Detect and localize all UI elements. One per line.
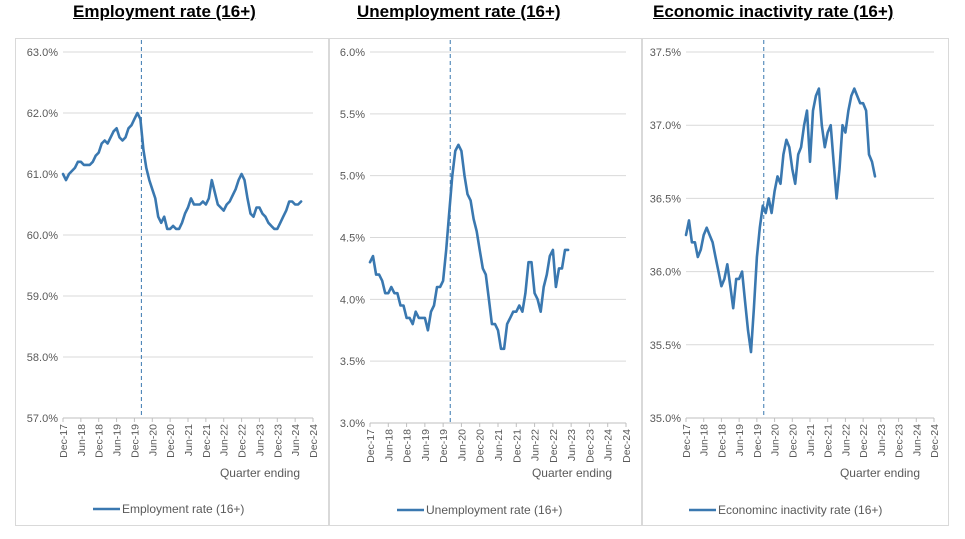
- y-tick-label: 36.0%: [650, 267, 681, 279]
- x-axis-title: Quarter ending: [840, 466, 920, 480]
- series-line: [368, 143, 570, 351]
- x-tick-label: Dec-22: [858, 424, 870, 458]
- x-tick-label: Dec-20: [787, 424, 799, 458]
- y-tick-label: 3.0%: [340, 418, 365, 430]
- x-tick-label: Jun-21: [805, 424, 817, 456]
- y-tick-label: 5.5%: [340, 109, 365, 121]
- x-tick-label: Dec-21: [201, 424, 213, 458]
- x-tick-label: Jun-20: [456, 429, 468, 461]
- y-tick-label: 61.0%: [27, 169, 58, 181]
- chart-panel-inactivity: [642, 38, 949, 526]
- y-tick-label: 63.0%: [27, 47, 58, 59]
- chart-title-employment: Employment rate (16+): [73, 2, 256, 21]
- x-tick-label: Jun-20: [770, 424, 782, 456]
- x-tick-label: Jun-21: [493, 429, 505, 461]
- x-tick-label: Dec-22: [237, 424, 249, 458]
- chart-employment: 57.0% 58.0% 59.0% 60.0% 61.0% 62.0% 63.0% Dec-1…: [27, 40, 320, 516]
- x-tick-label: Dec-24: [929, 424, 941, 458]
- chart-inactivity: 35.0% 35.5% 36.0% 36.5% 37.0% 37.5% Dec-17 Jun-…: [650, 40, 941, 517]
- y-tick-label: 59.0%: [27, 291, 58, 303]
- x-tick-label: Dec-23: [894, 424, 906, 458]
- chart-unemployment: 3.0% 3.5% 4.0% 4.5% 5.0% 5.5% 6.0% Dec-17 Jun-18…: [340, 40, 633, 517]
- x-tick-label: Dec-20: [475, 429, 487, 463]
- series-line: [61, 111, 303, 231]
- x-tick-label: Dec-18: [402, 429, 414, 463]
- x-tick-label: Jun-20: [147, 424, 159, 456]
- chart-panel-unemployment: [329, 38, 642, 526]
- x-tick-label: Jun-23: [876, 424, 888, 456]
- x-tick-label: Jun-22: [840, 424, 852, 456]
- x-tick-label: Dec-19: [129, 424, 141, 458]
- y-tick-label: 37.5%: [650, 47, 681, 59]
- y-tick-label: 3.5%: [340, 356, 365, 368]
- y-tick-label: 6.0%: [340, 47, 365, 59]
- chart-title-inactivity: Economic inactivity rate (16+): [653, 2, 894, 21]
- x-tick-label: Dec-21: [511, 429, 523, 463]
- y-tick-label: 57.0%: [27, 413, 58, 425]
- y-tick-label: 58.0%: [27, 352, 58, 364]
- y-tick-label: 5.0%: [340, 171, 365, 183]
- y-tick-label: 60.0%: [27, 230, 58, 242]
- y-tick-label: 37.0%: [650, 120, 681, 132]
- x-tick-label: Jun-23: [254, 424, 266, 456]
- x-tick-label: Jun-24: [290, 424, 302, 456]
- x-tick-label: Dec-17: [365, 429, 377, 463]
- x-tick-label: Dec-19: [752, 424, 764, 458]
- x-tick-label: Jun-18: [699, 424, 711, 456]
- legend-label: Employment rate (16+): [122, 502, 244, 516]
- y-tick-label: 36.5%: [650, 193, 681, 205]
- x-tick-label: Jun-23: [566, 429, 578, 461]
- legend-label: Unemployment rate (16+): [426, 503, 562, 517]
- x-tick-label: Jun-19: [420, 429, 432, 461]
- x-tick-label: Dec-24: [621, 429, 633, 463]
- chart-title-unemployment: Unemployment rate (16+): [357, 2, 561, 21]
- x-axis-title: Quarter ending: [532, 466, 612, 480]
- x-tick-label: Jun-18: [383, 429, 395, 461]
- x-tick-label: Dec-17: [681, 424, 693, 458]
- x-tick-label: Jun-19: [734, 424, 746, 456]
- y-tick-label: 35.5%: [650, 340, 681, 352]
- x-tick-label: Dec-18: [94, 424, 106, 458]
- x-tick-label: Jun-21: [183, 424, 195, 456]
- x-tick-label: Jun-22: [219, 424, 231, 456]
- series-line: [684, 87, 877, 354]
- x-tick-label: Jun-22: [530, 429, 542, 461]
- x-tick-label: Dec-18: [716, 424, 728, 458]
- x-tick-label: Dec-22: [548, 429, 560, 463]
- legend-label: Econominc inactivity rate (16+): [718, 503, 882, 517]
- x-tick-label: Jun-18: [76, 424, 88, 456]
- y-tick-label: 4.0%: [340, 294, 365, 306]
- x-tick-label: Jun-24: [911, 424, 923, 456]
- y-tick-label: 4.5%: [340, 233, 365, 245]
- x-tick-label: Jun-24: [603, 429, 615, 461]
- x-tick-label: Dec-20: [165, 424, 177, 458]
- x-tick-label: Dec-17: [58, 424, 70, 458]
- x-tick-label: Dec-21: [823, 424, 835, 458]
- x-tick-label: Dec-19: [438, 429, 450, 463]
- y-tick-label: 35.0%: [650, 413, 681, 425]
- chart-panel-employment: [15, 38, 329, 526]
- x-tick-label: Dec-24: [308, 424, 320, 458]
- x-axis-title: Quarter ending: [220, 466, 300, 480]
- x-tick-label: Jun-19: [112, 424, 124, 456]
- x-tick-label: Dec-23: [272, 424, 284, 458]
- y-tick-label: 62.0%: [27, 108, 58, 120]
- x-tick-label: Dec-23: [584, 429, 596, 463]
